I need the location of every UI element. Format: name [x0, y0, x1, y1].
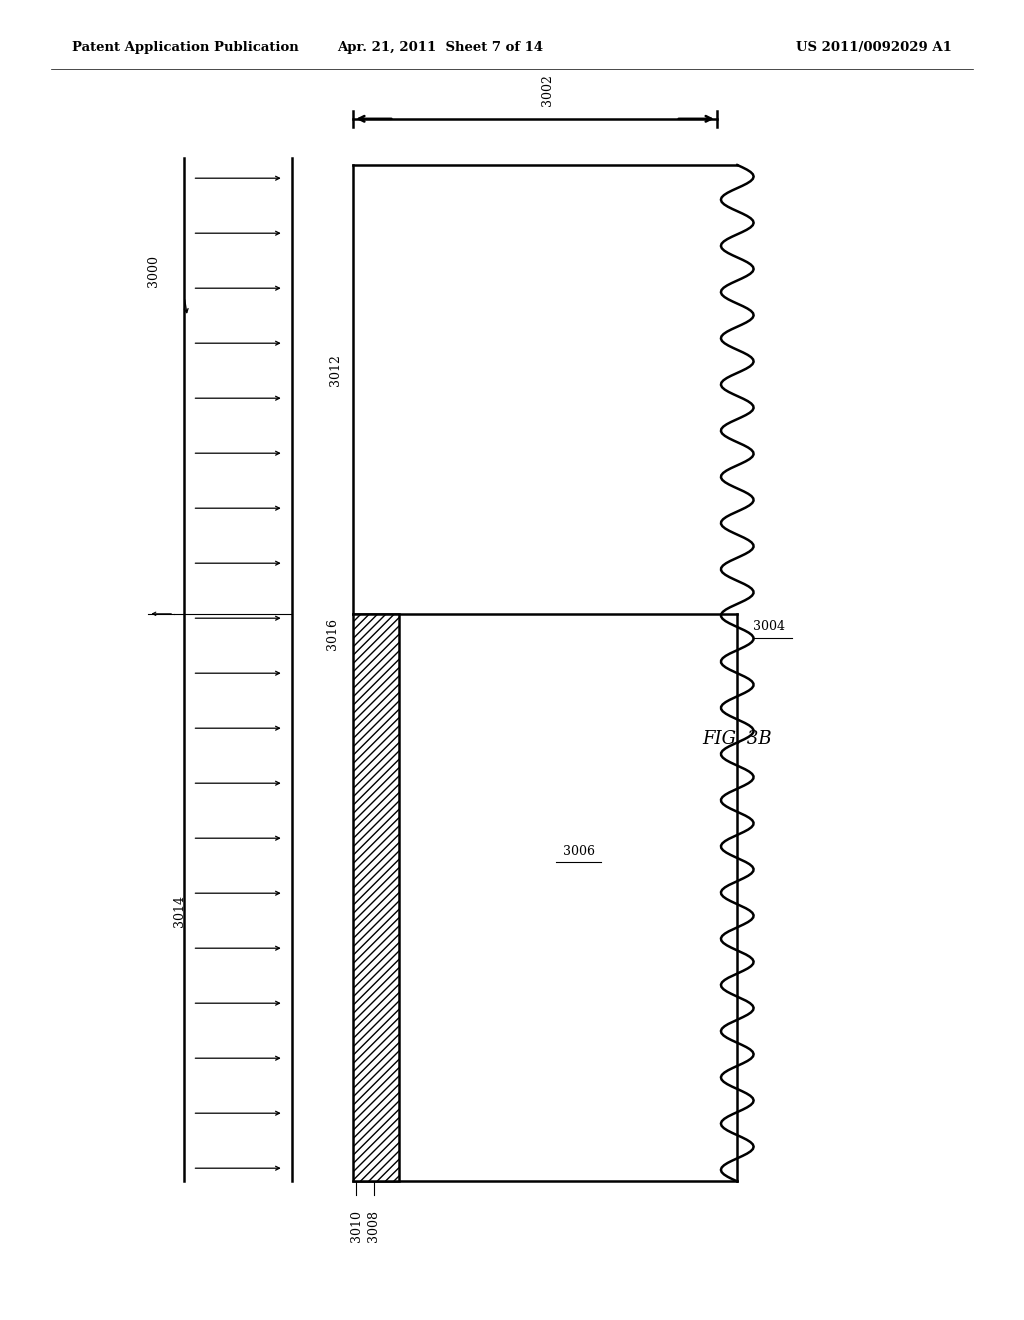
Text: 3000: 3000 — [147, 255, 160, 286]
Text: FIG. 3B: FIG. 3B — [702, 730, 772, 748]
Text: 3006: 3006 — [562, 845, 595, 858]
Text: 3004: 3004 — [753, 620, 784, 634]
Text: 3016: 3016 — [327, 618, 339, 649]
Text: 3008: 3008 — [368, 1210, 380, 1242]
Text: US 2011/0092029 A1: US 2011/0092029 A1 — [797, 41, 952, 54]
Text: 3014: 3014 — [173, 895, 185, 927]
Text: Apr. 21, 2011  Sheet 7 of 14: Apr. 21, 2011 Sheet 7 of 14 — [337, 41, 544, 54]
Text: 3002: 3002 — [542, 74, 554, 106]
Text: Patent Application Publication: Patent Application Publication — [72, 41, 298, 54]
Text: 3010: 3010 — [350, 1210, 362, 1242]
Text: 3012: 3012 — [330, 354, 342, 385]
Bar — [353, 614, 399, 1181]
